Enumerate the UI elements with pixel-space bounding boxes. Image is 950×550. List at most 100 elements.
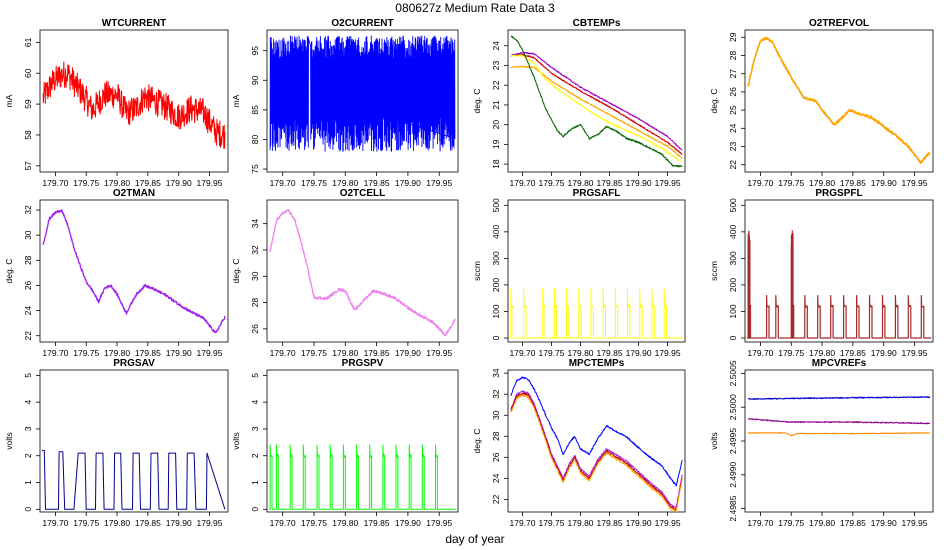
y-tick-label: 500	[491, 198, 501, 212]
panel-o2tcell: O2TCELL deg. C 26 28 30 32 34 179.70 179.75 179.8…	[231, 188, 459, 358]
y-tick-label: 24	[491, 473, 501, 483]
series-line-orange	[510, 394, 683, 512]
x-tick-label: 179.90	[626, 518, 652, 528]
x-tick-label: 179.90	[871, 348, 897, 358]
series-line-green	[510, 35, 683, 168]
x-tick-label: 179.75	[778, 518, 804, 528]
x-tick-label: 179.95	[197, 178, 223, 188]
y-tick-label: 300	[728, 251, 738, 265]
y-tick-label: 28	[23, 255, 33, 265]
y-tick-label: 5	[250, 373, 260, 378]
plot-area	[269, 35, 456, 152]
panel-title: PRGSAV	[113, 358, 155, 369]
series-line-prgsafl	[509, 288, 684, 339]
panel-title: O2TMAN	[113, 188, 155, 199]
y-tick-label: 61	[23, 37, 33, 47]
y-axis-label: deg. C	[4, 258, 14, 283]
plot-frame	[39, 199, 229, 343]
y-tick-label: 2	[250, 453, 260, 458]
y-tick-label: 95	[250, 46, 260, 56]
plot-frame	[744, 199, 934, 343]
series-line-o2tman	[42, 209, 226, 334]
x-tick-label: 179.75	[539, 178, 565, 188]
x-tick-label: 179.70	[747, 348, 773, 358]
x-tick-label: 179.75	[73, 348, 99, 358]
y-tick-label: 2.5000	[728, 394, 738, 420]
plot-frame	[507, 369, 686, 513]
plot-area	[510, 35, 683, 168]
y-tick-label: 59	[23, 99, 33, 109]
y-axis-label: deg. C	[472, 428, 482, 453]
y-tick-label: 5	[23, 373, 33, 378]
plot-area	[510, 376, 683, 512]
y-tick-label: 24	[23, 306, 33, 316]
x-tick-label: 179.95	[902, 518, 928, 528]
y-tick-label: 26	[728, 87, 738, 97]
y-tick-label: 29	[728, 32, 738, 42]
y-axis-label: mA	[231, 94, 241, 107]
series-line-prgsav	[41, 449, 226, 510]
x-tick-label: 179.85	[840, 518, 866, 528]
x-tick-label: 179.80	[568, 348, 594, 358]
y-tick-label: 0	[23, 507, 33, 512]
y-axis-label: volts	[231, 432, 241, 449]
x-tick-label: 179.85	[364, 348, 390, 358]
y-tick-label: 60	[23, 68, 33, 78]
y-tick-label: 100	[728, 304, 738, 318]
y-axis-label: sccm	[472, 261, 482, 281]
x-tick-label: 179.80	[104, 348, 130, 358]
y-tick-label: 30	[23, 230, 33, 240]
panel-title: PRGSPFL	[815, 188, 862, 199]
y-tick-label: 30	[491, 410, 501, 420]
x-tick-label: 179.80	[332, 348, 358, 358]
x-tick-label: 179.70	[42, 178, 68, 188]
panel-title: MPCVREFs	[812, 358, 867, 369]
y-axis-label: deg. C	[231, 258, 241, 283]
panel-o2trefvol: O2TREFVOL deg. C 22 23 24 25 26 27 28 29 179.70 179…	[709, 18, 934, 188]
x-tick-label: 179.90	[626, 178, 652, 188]
x-tick-label: 179.75	[778, 348, 804, 358]
series-line-purple	[747, 417, 931, 425]
x-tick-label: 179.90	[626, 348, 652, 358]
x-tick-label: 179.85	[135, 518, 161, 528]
x-tick-label: 179.90	[395, 348, 421, 358]
x-tick-label: 179.80	[104, 178, 130, 188]
plot-frame	[744, 369, 934, 513]
y-tick-label: 85	[250, 105, 260, 115]
panel-title: CBTEMPs	[573, 18, 621, 29]
y-tick-label: 500	[728, 198, 738, 212]
plot-frame	[266, 199, 459, 343]
series-line-wtcurrent	[42, 61, 226, 149]
plot-area	[269, 209, 456, 336]
y-tick-label: 2.4985	[728, 495, 738, 521]
panel-prgsav: PRGSAV volts 0 1 2 3 4 5 179.70 179.75 179.80 179.8…	[4, 358, 229, 528]
plot-area	[746, 230, 932, 339]
y-tick-label: 22	[23, 331, 33, 341]
plot-area	[747, 396, 931, 437]
y-tick-label: 28	[728, 50, 738, 60]
series-line-red	[510, 392, 683, 511]
series-line-prgspfl	[746, 230, 932, 339]
x-tick-label: 179.95	[197, 348, 223, 358]
figure-title: 080627z Medium Rate Data 3	[395, 1, 555, 15]
x-tick-label: 179.85	[840, 348, 866, 358]
y-axis-label: volts	[709, 432, 719, 449]
x-tick-label: 179.95	[197, 518, 223, 528]
y-tick-label: 32	[491, 389, 501, 399]
y-tick-label: 30	[250, 271, 260, 281]
plot-area	[747, 36, 931, 165]
x-tick-label: 179.85	[364, 178, 390, 188]
panel-mpcvrefs: MPCVREFs volts 2.4985 2.4990 2.4995 2.5000 2.5…	[709, 358, 934, 528]
y-tick-label: 34	[491, 368, 501, 378]
x-tick-label: 179.75	[539, 518, 565, 528]
x-tick-label: 179.95	[655, 348, 681, 358]
x-tick-label: 179.70	[510, 178, 536, 188]
panel-prgspv: PRGSPV volts 0 1 2 3 4 5 179.70 179.75 179.80 179.8…	[231, 358, 459, 528]
x-tick-label: 179.85	[364, 518, 390, 528]
x-tick-label: 179.75	[73, 178, 99, 188]
series-line-o2trefvol	[747, 36, 931, 165]
y-axis-label: sccm	[709, 261, 719, 281]
plot-area	[41, 449, 226, 510]
x-tick-label: 179.80	[104, 518, 130, 528]
y-tick-label: 23	[728, 142, 738, 152]
